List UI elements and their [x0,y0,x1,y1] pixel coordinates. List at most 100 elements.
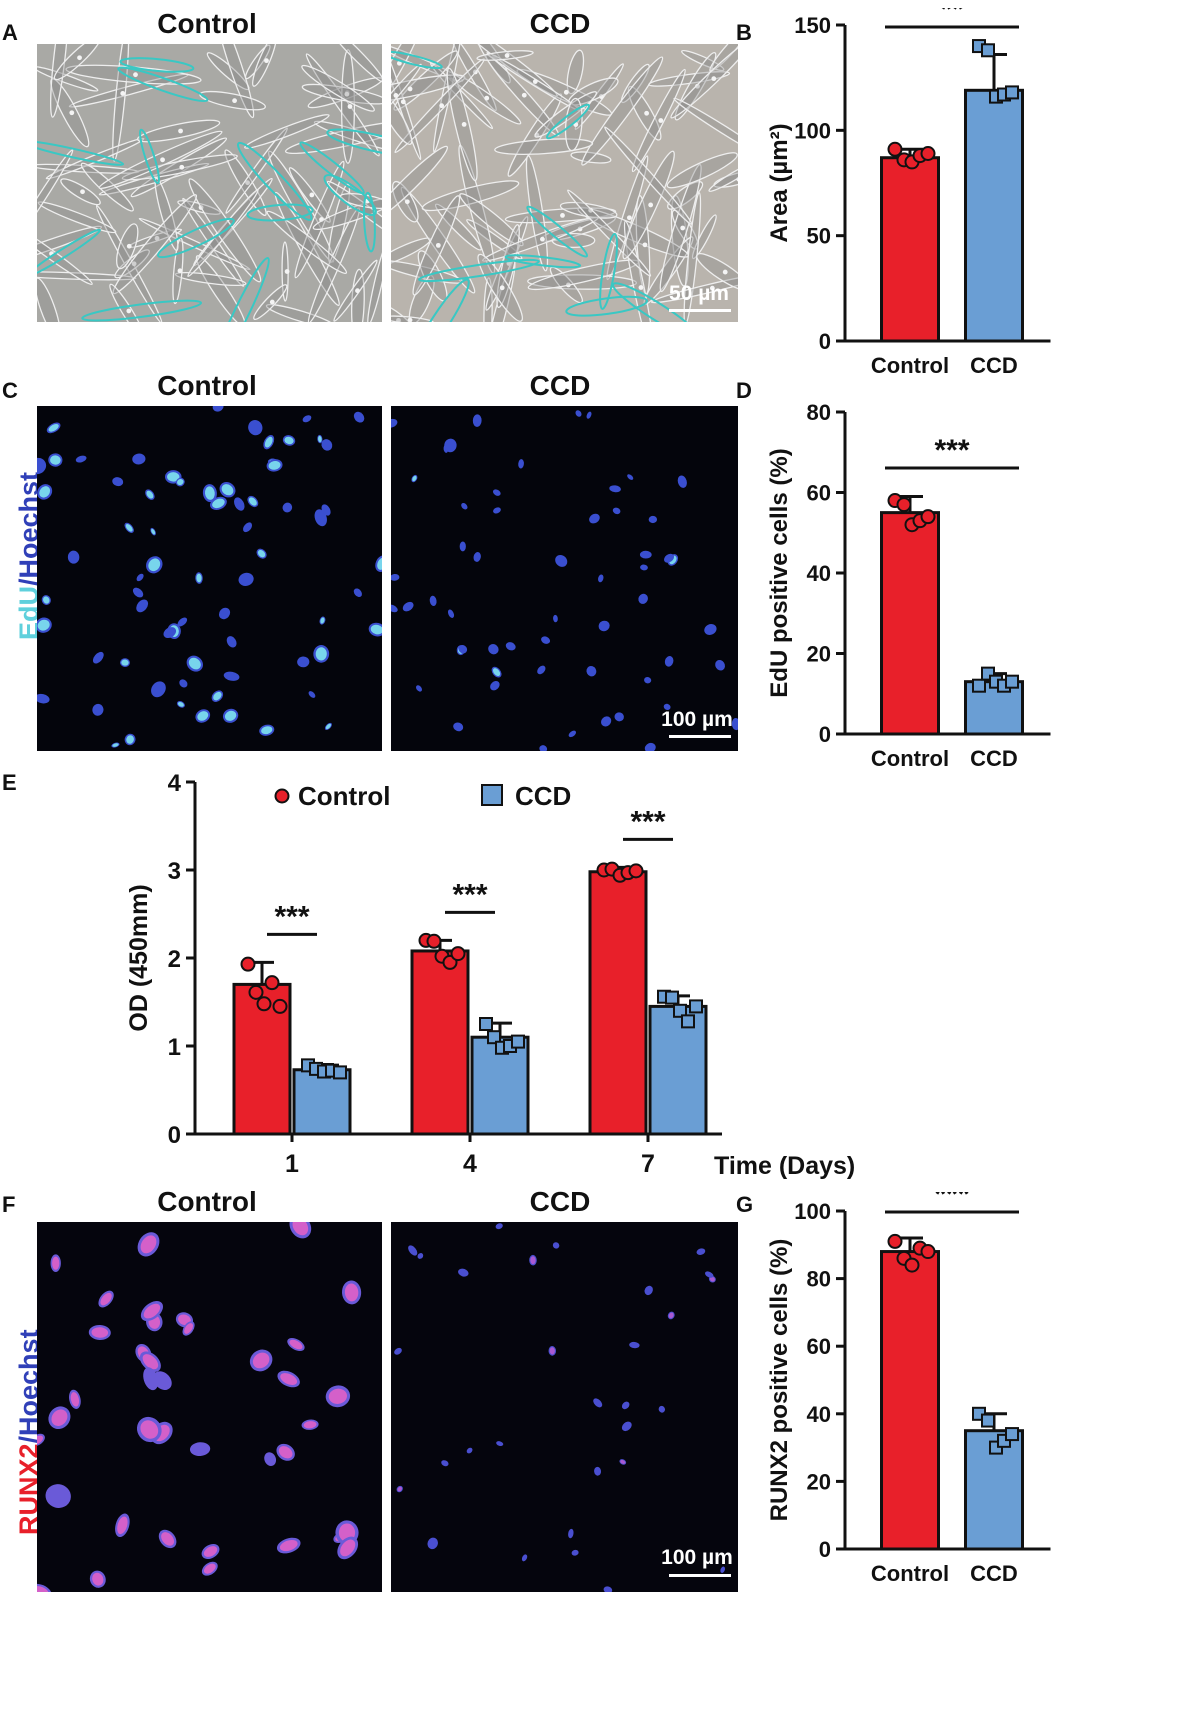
positive-signal [52,1256,60,1270]
cell-shape [50,44,70,118]
cell-nucleus [69,110,75,116]
cell-nucleus [120,91,126,96]
cell-nucleus [560,212,565,218]
cell-nucleus [396,317,401,322]
nucleus [189,1442,211,1456]
cell-shape [225,127,289,214]
y-tick-label: 1 [168,1034,181,1061]
nucleus [218,607,231,620]
cell-shape [265,303,336,322]
cell-nucleus [658,118,664,123]
positive-signal [37,1435,44,1445]
nucleus [609,485,621,493]
cell-nucleus [264,58,269,64]
data-point [981,1413,995,1428]
cell-shape [391,88,413,146]
cell-shape [408,274,435,322]
cell-nucleus [160,157,165,163]
nucleus [391,418,398,428]
y-axis-label: EdU positive cells (%) [766,448,793,697]
nucleus [496,1441,504,1446]
legend-ccd-label: CCD [515,781,571,811]
nucleus [429,595,437,607]
cell-nucleus [680,225,686,231]
cell-nucleus [521,92,527,98]
nucleus [644,1285,653,1296]
positive-signal [279,1539,298,1552]
nucleus [603,1586,613,1592]
nucleus [308,691,316,698]
x-tick-label: 4 [463,1150,477,1178]
nucleus [627,474,634,480]
positive-signal [412,475,417,482]
panel-f-letter: F [2,1192,16,1217]
cell-shape [391,145,449,222]
cell-shape [174,272,247,287]
cell-shape [391,237,432,268]
nucleus [466,1447,473,1454]
nucleus [571,1549,579,1556]
positive-signal [203,1563,216,1574]
nucleus [568,1528,574,1539]
x-tick-label: CCD [970,1561,1018,1586]
nucleus [459,541,466,552]
positive-signal [289,1339,303,1350]
positive-signal [261,726,273,735]
nucleus [638,593,648,604]
x-axis-label: Time (Days) [714,1152,855,1180]
positive-signal [530,1256,536,1265]
data-point [333,1065,347,1080]
cell-nucleus [504,53,510,58]
data-point [689,999,703,1014]
y-tick-label: 100 [794,118,831,143]
nucleus [112,477,124,487]
nucleus [677,475,687,488]
nucleus [663,703,671,710]
cell-shape [182,197,245,287]
positive-signal [121,659,129,666]
nucleus [612,507,621,515]
cell-nucleus [284,269,290,274]
positive-signal [315,647,327,661]
nucleus [226,636,237,648]
legend-control-marker [274,788,290,804]
positive-signal [377,557,382,570]
cell-nucleus [309,192,315,198]
nucleus [598,574,604,583]
positive-signal [143,1303,161,1319]
nucleus [696,1248,706,1255]
cell-shape [581,56,664,166]
chart-e: 0 1 2 3 4 OD (450mm) 1 *** 4 *** 7 *** Time (Days) Co… [125,770,855,1180]
edu-control-image [37,406,382,751]
runx2-ccd-image: 100 µm [391,1222,738,1592]
cell-shape [566,49,585,95]
significance-stars: *** [934,434,969,467]
panel-f-title-control: Control [157,1186,257,1217]
nucleus [593,1398,603,1408]
data-point [1005,674,1019,689]
nucleus [541,636,551,644]
panel-c-title-control: Control [157,370,257,401]
nucleus [568,730,577,738]
panel-g-letter: G [736,1192,754,1217]
positive-signal [224,710,237,721]
cell-shape [37,149,74,247]
nucleus [586,665,597,677]
nucleus [521,1554,528,1562]
nucleus [473,552,481,562]
nucleus [601,716,612,727]
nucleus [441,1460,449,1467]
bar-control [410,949,470,1136]
data-point [887,141,903,157]
cell-shape [683,192,702,322]
nucleus [488,644,499,655]
positive-signal [340,1539,356,1557]
y-tick-label: 0 [819,722,831,747]
nucleus [408,1245,418,1256]
panel-e-letter: E [2,770,17,795]
scale-bar-label-c: 100 µm [661,708,733,731]
phase-contrast-ccd-image: 50 µm [391,44,738,322]
positive-signal [213,691,222,701]
positive-signal [320,617,325,624]
